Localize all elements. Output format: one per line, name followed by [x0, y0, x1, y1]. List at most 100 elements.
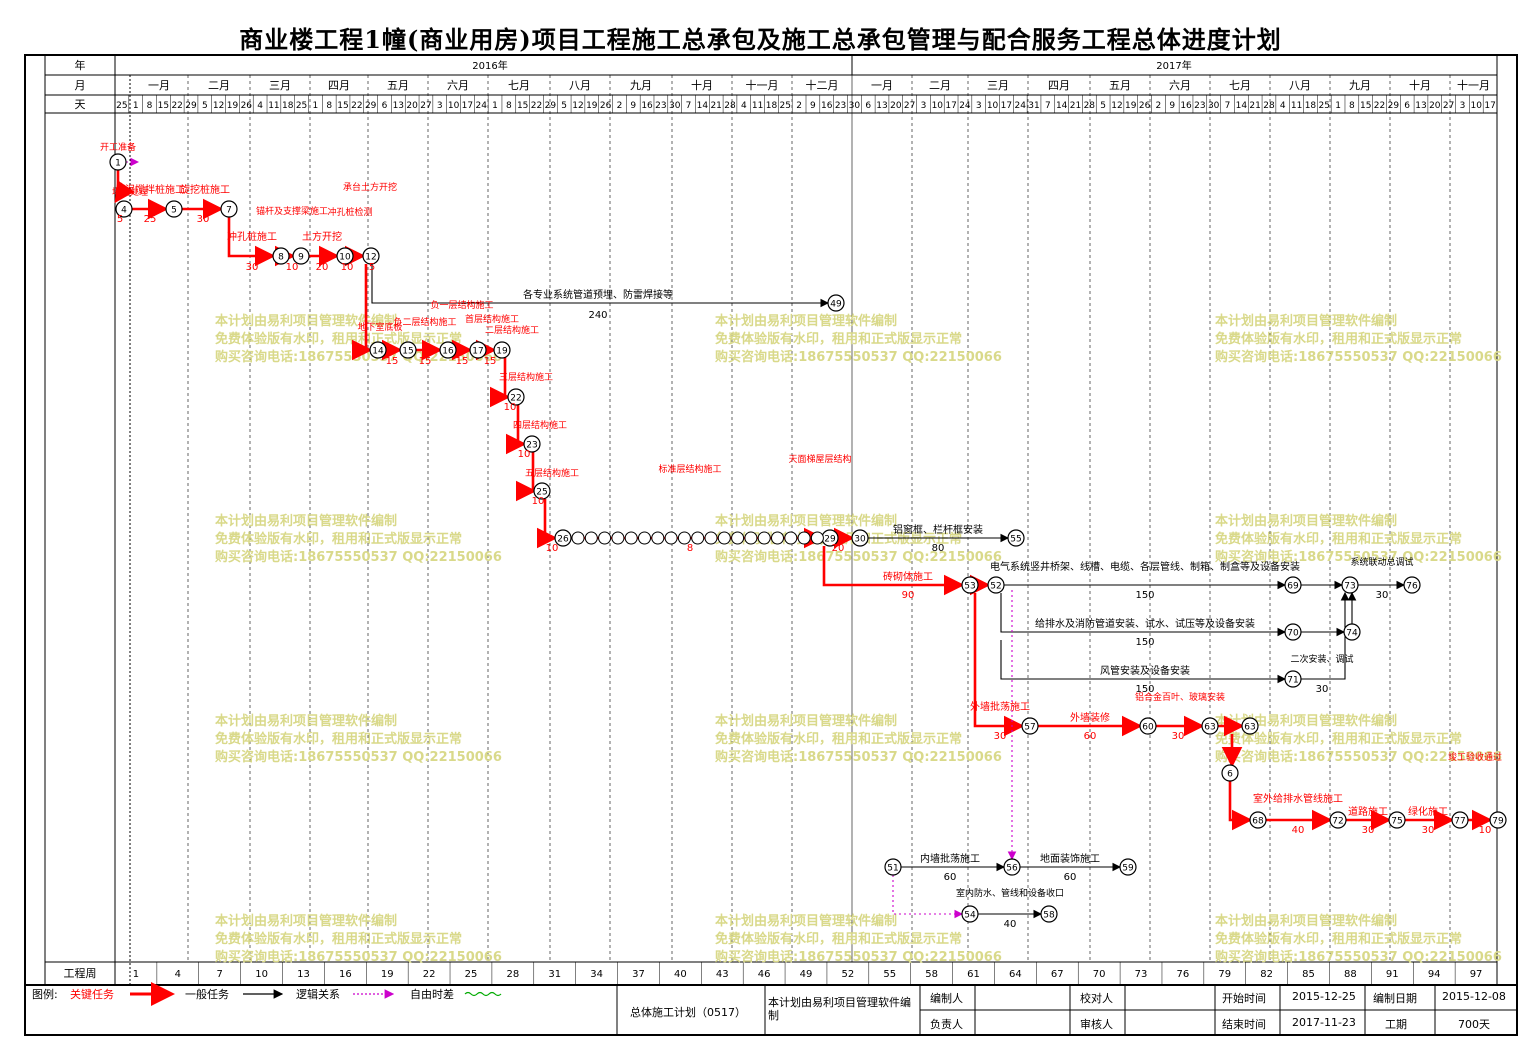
event-node — [1241, 717, 1259, 735]
watermark-text: 本计划由易利项目管理软件编制 — [1215, 513, 1397, 529]
task-duration: 150 — [1135, 684, 1154, 695]
day-tick-label: 18 — [282, 101, 294, 111]
task-duration: 40 — [1292, 825, 1305, 836]
task-arrows — [114, 157, 1493, 919]
day-tick-label: 25 — [296, 101, 307, 111]
day-tick-label: 15 — [517, 101, 528, 111]
event-node-number: 1 — [115, 159, 121, 169]
event-node — [1341, 576, 1359, 594]
day-tick-label: 16 — [821, 101, 833, 111]
event-node — [704, 531, 718, 545]
task-label: 内墙批荡施工 — [920, 852, 980, 865]
day-tick-label: 22 — [351, 101, 362, 111]
week-label: 4 — [175, 969, 181, 980]
event-node — [523, 435, 541, 453]
month-label: 四月 — [1048, 79, 1070, 92]
day-tick-label: 7 — [1225, 101, 1231, 111]
week-label: 16 — [339, 969, 352, 980]
day-tick-label: 30 — [1208, 101, 1220, 111]
task-duration: 10 — [341, 262, 354, 273]
watermark-text: 购买咨询电话:18675550537 QQ:22150066 — [1215, 549, 1502, 565]
task-label: 三层结构施工 — [499, 371, 553, 383]
day-tick-label: 26 — [1139, 101, 1151, 111]
arrow-hvac-test — [1301, 591, 1350, 680]
day-tick-label: 23 — [1194, 101, 1205, 111]
day-tick-label: 1 — [1335, 101, 1341, 111]
arrow-f2 — [489, 357, 511, 408]
logic-arrow — [892, 875, 964, 919]
start-value: 2015-12-25 — [1292, 990, 1356, 1003]
month-label: 十月 — [691, 78, 713, 92]
task-duration: 10 — [504, 402, 517, 413]
event-node — [1119, 858, 1137, 876]
task-duration: 10 — [532, 496, 545, 507]
event-node-number: 58 — [1043, 911, 1055, 921]
watermark-text: 本计划由易利项目管理软件编制 — [215, 713, 397, 729]
day-tick-label: 21 — [1249, 101, 1260, 111]
day-tick-label: 4 — [1280, 101, 1286, 111]
task-duration: 60 — [944, 872, 957, 883]
task-duration: 20 — [316, 262, 329, 273]
task-label: 旋挖桩施工 — [180, 183, 230, 196]
week-label: 52 — [842, 969, 855, 980]
day-tick-label: 6 — [865, 101, 871, 111]
task-duration: 150 — [1135, 637, 1154, 648]
month-row-label: 月 — [75, 79, 86, 92]
watermark-text: 购买咨询电话:18675550537 QQ:22150066 — [715, 749, 1002, 765]
task-duration: 30 — [197, 214, 210, 225]
event-node-number: 6 — [1227, 770, 1233, 780]
week-label: 37 — [632, 969, 645, 980]
event-node-number: 63 — [1244, 723, 1255, 733]
month-label: 一月 — [148, 79, 170, 92]
day-tick-label: 24 — [959, 101, 971, 111]
week-label: 64 — [1009, 969, 1022, 980]
watermark-text: 购买咨询电话:18675550537 QQ:22150066 — [715, 549, 1002, 565]
event-node — [744, 531, 758, 545]
legend-float-wave — [464, 991, 502, 997]
event-node-number: 79 — [1492, 817, 1504, 827]
watermark-text: 免费体验版有水印，租用和正式版显示正常 — [715, 731, 962, 747]
event-node — [292, 247, 310, 265]
week-label: 34 — [590, 969, 603, 980]
week-label: 1 — [133, 969, 139, 980]
event-node — [691, 531, 705, 545]
event-node-number: 51 — [887, 864, 898, 874]
watermark-text: 购买咨询电话:18675550537 QQ:22150066 — [1215, 949, 1502, 965]
week-label: 91 — [1386, 969, 1399, 980]
watermark-text: 本计划由易利项目管理软件编制 — [215, 913, 397, 929]
day-tick-label: 9 — [1169, 101, 1175, 111]
task-duration: 20 — [832, 543, 845, 554]
day-tick-label: 19 — [227, 101, 239, 111]
legend-logic-label: 逻辑关系 — [296, 987, 340, 1001]
day-tick-label: 28 — [1263, 101, 1275, 111]
arrow-hvac — [1000, 640, 1287, 684]
day-tick-label: 24 — [476, 101, 488, 111]
event-node-number: 19 — [496, 347, 508, 357]
event-node — [493, 341, 511, 359]
event-node — [1343, 623, 1361, 641]
event-node — [165, 200, 183, 218]
day-tick-label: 8 — [506, 101, 512, 111]
task-duration: 30 — [1376, 590, 1389, 601]
week-label: 58 — [925, 969, 938, 980]
legend-normal-label: 一般任务 — [185, 988, 229, 1001]
event-node — [810, 531, 824, 545]
day-tick-label: 17 — [1484, 101, 1495, 111]
event-node — [1040, 905, 1058, 923]
month-label: 六月 — [1169, 79, 1191, 92]
event-node-number: 12 — [365, 253, 376, 263]
event-node — [987, 576, 1005, 594]
day-tick-label: 27 — [904, 101, 915, 111]
event-node — [717, 531, 731, 545]
task-label: 负二层结构施工 — [393, 316, 456, 328]
task-label: 地下室底板 — [357, 321, 402, 333]
event-node-number: 7 — [226, 206, 232, 216]
task-label: 开工准备 — [100, 141, 136, 153]
week-label: 67 — [1051, 969, 1064, 980]
task-label: 系统联动总调试 — [1350, 556, 1413, 568]
start-label: 开始时间 — [1222, 992, 1266, 1005]
task-label: 电气系统竖井桥架、线槽、电缆、各层管线、制箱、制盒等及设备安装 — [990, 560, 1300, 573]
week-label: 43 — [716, 969, 729, 980]
watermark-text: 本计划由易利项目管理软件编制 — [715, 713, 897, 729]
